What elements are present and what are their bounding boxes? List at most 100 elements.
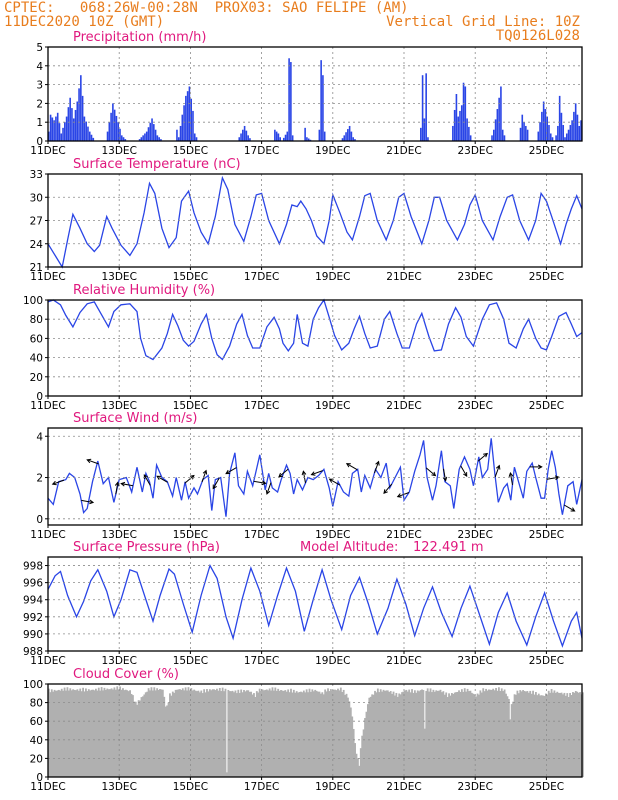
wind-arrow bbox=[201, 469, 208, 483]
cloud-bar bbox=[576, 691, 579, 777]
cloud-bar bbox=[382, 689, 385, 777]
precip-bar bbox=[323, 131, 326, 141]
precip-bar bbox=[149, 122, 152, 141]
cloud-bar bbox=[263, 690, 265, 777]
cloud-bar bbox=[191, 690, 194, 777]
cloud-bar bbox=[540, 695, 543, 777]
cloud-bar bbox=[75, 690, 77, 777]
cloud-bar bbox=[365, 711, 368, 777]
cloud-bar bbox=[325, 691, 328, 777]
x-tick-label: 21DEC bbox=[386, 655, 421, 667]
wind-arrow-shaft bbox=[383, 483, 393, 494]
cloud-bar bbox=[573, 692, 576, 777]
wind-arrow-head bbox=[508, 471, 514, 477]
cloud-bar bbox=[62, 690, 65, 777]
cloud-bar bbox=[428, 691, 431, 777]
cloud-bar bbox=[278, 690, 281, 777]
cloud-bar bbox=[409, 692, 412, 777]
cloud-bar bbox=[90, 689, 93, 777]
precip-bar bbox=[501, 129, 504, 141]
precip-bar bbox=[420, 127, 422, 141]
wind-arrow bbox=[374, 460, 380, 474]
cloud-bar bbox=[193, 689, 196, 777]
precip-bar bbox=[345, 132, 347, 141]
precip-bar bbox=[108, 122, 111, 141]
cloud-bar bbox=[445, 692, 448, 777]
cloud-bar bbox=[396, 696, 399, 777]
cloud-bar bbox=[50, 689, 53, 777]
panel-title-press: Surface Pressure (hPa) bbox=[73, 540, 220, 555]
precip-bar bbox=[544, 109, 547, 141]
precip-bar bbox=[468, 126, 470, 141]
precip-bar bbox=[144, 133, 146, 141]
cloud-bar bbox=[476, 693, 479, 777]
y-tick-label: 80 bbox=[30, 314, 43, 326]
cloud-bar bbox=[234, 690, 237, 777]
precip-bar bbox=[347, 129, 349, 141]
cloud-bar bbox=[86, 691, 89, 777]
cloud-bar bbox=[231, 690, 234, 777]
wind-arrow-head bbox=[396, 493, 402, 498]
wind-arrow-head bbox=[375, 460, 380, 466]
cloud-bar bbox=[216, 688, 218, 777]
x-tick-label: 15DEC bbox=[173, 145, 208, 157]
cloud-bar bbox=[458, 690, 460, 777]
cloud-bar bbox=[233, 692, 235, 777]
wind-arrow-head bbox=[156, 475, 162, 480]
cloud-bar bbox=[446, 697, 449, 777]
cloud-bar bbox=[433, 691, 436, 777]
cloud-bar bbox=[505, 693, 507, 777]
precip-bar bbox=[120, 135, 123, 141]
cloud-bar bbox=[106, 688, 109, 777]
cloud-bar bbox=[292, 689, 295, 777]
cloud-bar bbox=[312, 691, 315, 777]
precip-bar bbox=[122, 137, 125, 141]
cloud-bar bbox=[357, 758, 359, 777]
cloud-bar bbox=[475, 696, 478, 777]
cloud-bar bbox=[503, 689, 506, 777]
cloud-bar bbox=[96, 690, 99, 777]
cloud-bar bbox=[517, 693, 520, 777]
x-tick-label: 19DEC bbox=[315, 400, 350, 412]
cloud-bar bbox=[89, 690, 92, 777]
cloud-bar bbox=[301, 692, 304, 777]
cloud-bar bbox=[328, 691, 331, 777]
y-tick-label: 0 bbox=[36, 136, 43, 148]
cloud-bar bbox=[79, 688, 82, 777]
wind-arrow-head bbox=[463, 472, 468, 478]
cloud-bar bbox=[294, 692, 297, 777]
wind-arrow bbox=[225, 467, 237, 475]
cloud-bar bbox=[94, 688, 97, 777]
precip-bar bbox=[188, 86, 191, 141]
cloud-bar bbox=[529, 690, 532, 777]
precip-bar bbox=[138, 139, 141, 141]
cloud-bar bbox=[449, 695, 452, 777]
cloud-bar bbox=[87, 689, 90, 777]
cloud-bar bbox=[522, 690, 525, 777]
cloud-bar bbox=[359, 748, 362, 777]
cloud-bar bbox=[139, 700, 141, 777]
cloud-bar bbox=[472, 693, 475, 777]
header-date-line: 11DEC2020 10Z (GMT) bbox=[4, 14, 165, 30]
precip-bar bbox=[87, 126, 89, 141]
x-tick-label: 23DEC bbox=[457, 145, 492, 157]
wind-arrow-shaft bbox=[278, 468, 289, 478]
precip-bar bbox=[274, 129, 276, 141]
cloud-bar bbox=[284, 690, 287, 777]
cloud-bar bbox=[507, 698, 510, 777]
wind-arrow bbox=[184, 474, 195, 484]
x-tick-label: 17DEC bbox=[244, 271, 279, 283]
cloud-bar bbox=[317, 691, 319, 777]
precip-bar bbox=[565, 133, 568, 141]
cloud-bar bbox=[174, 689, 177, 777]
precip-bar bbox=[549, 133, 552, 141]
precip-bar bbox=[548, 125, 550, 141]
x-tick-label: 25DEC bbox=[529, 145, 564, 157]
cloud-bar bbox=[245, 690, 248, 777]
precip-bar bbox=[503, 135, 506, 141]
cloud-bar bbox=[442, 691, 445, 777]
cloud-bar bbox=[335, 690, 338, 777]
precip-bar bbox=[564, 137, 566, 141]
cloud-bar bbox=[412, 692, 415, 777]
